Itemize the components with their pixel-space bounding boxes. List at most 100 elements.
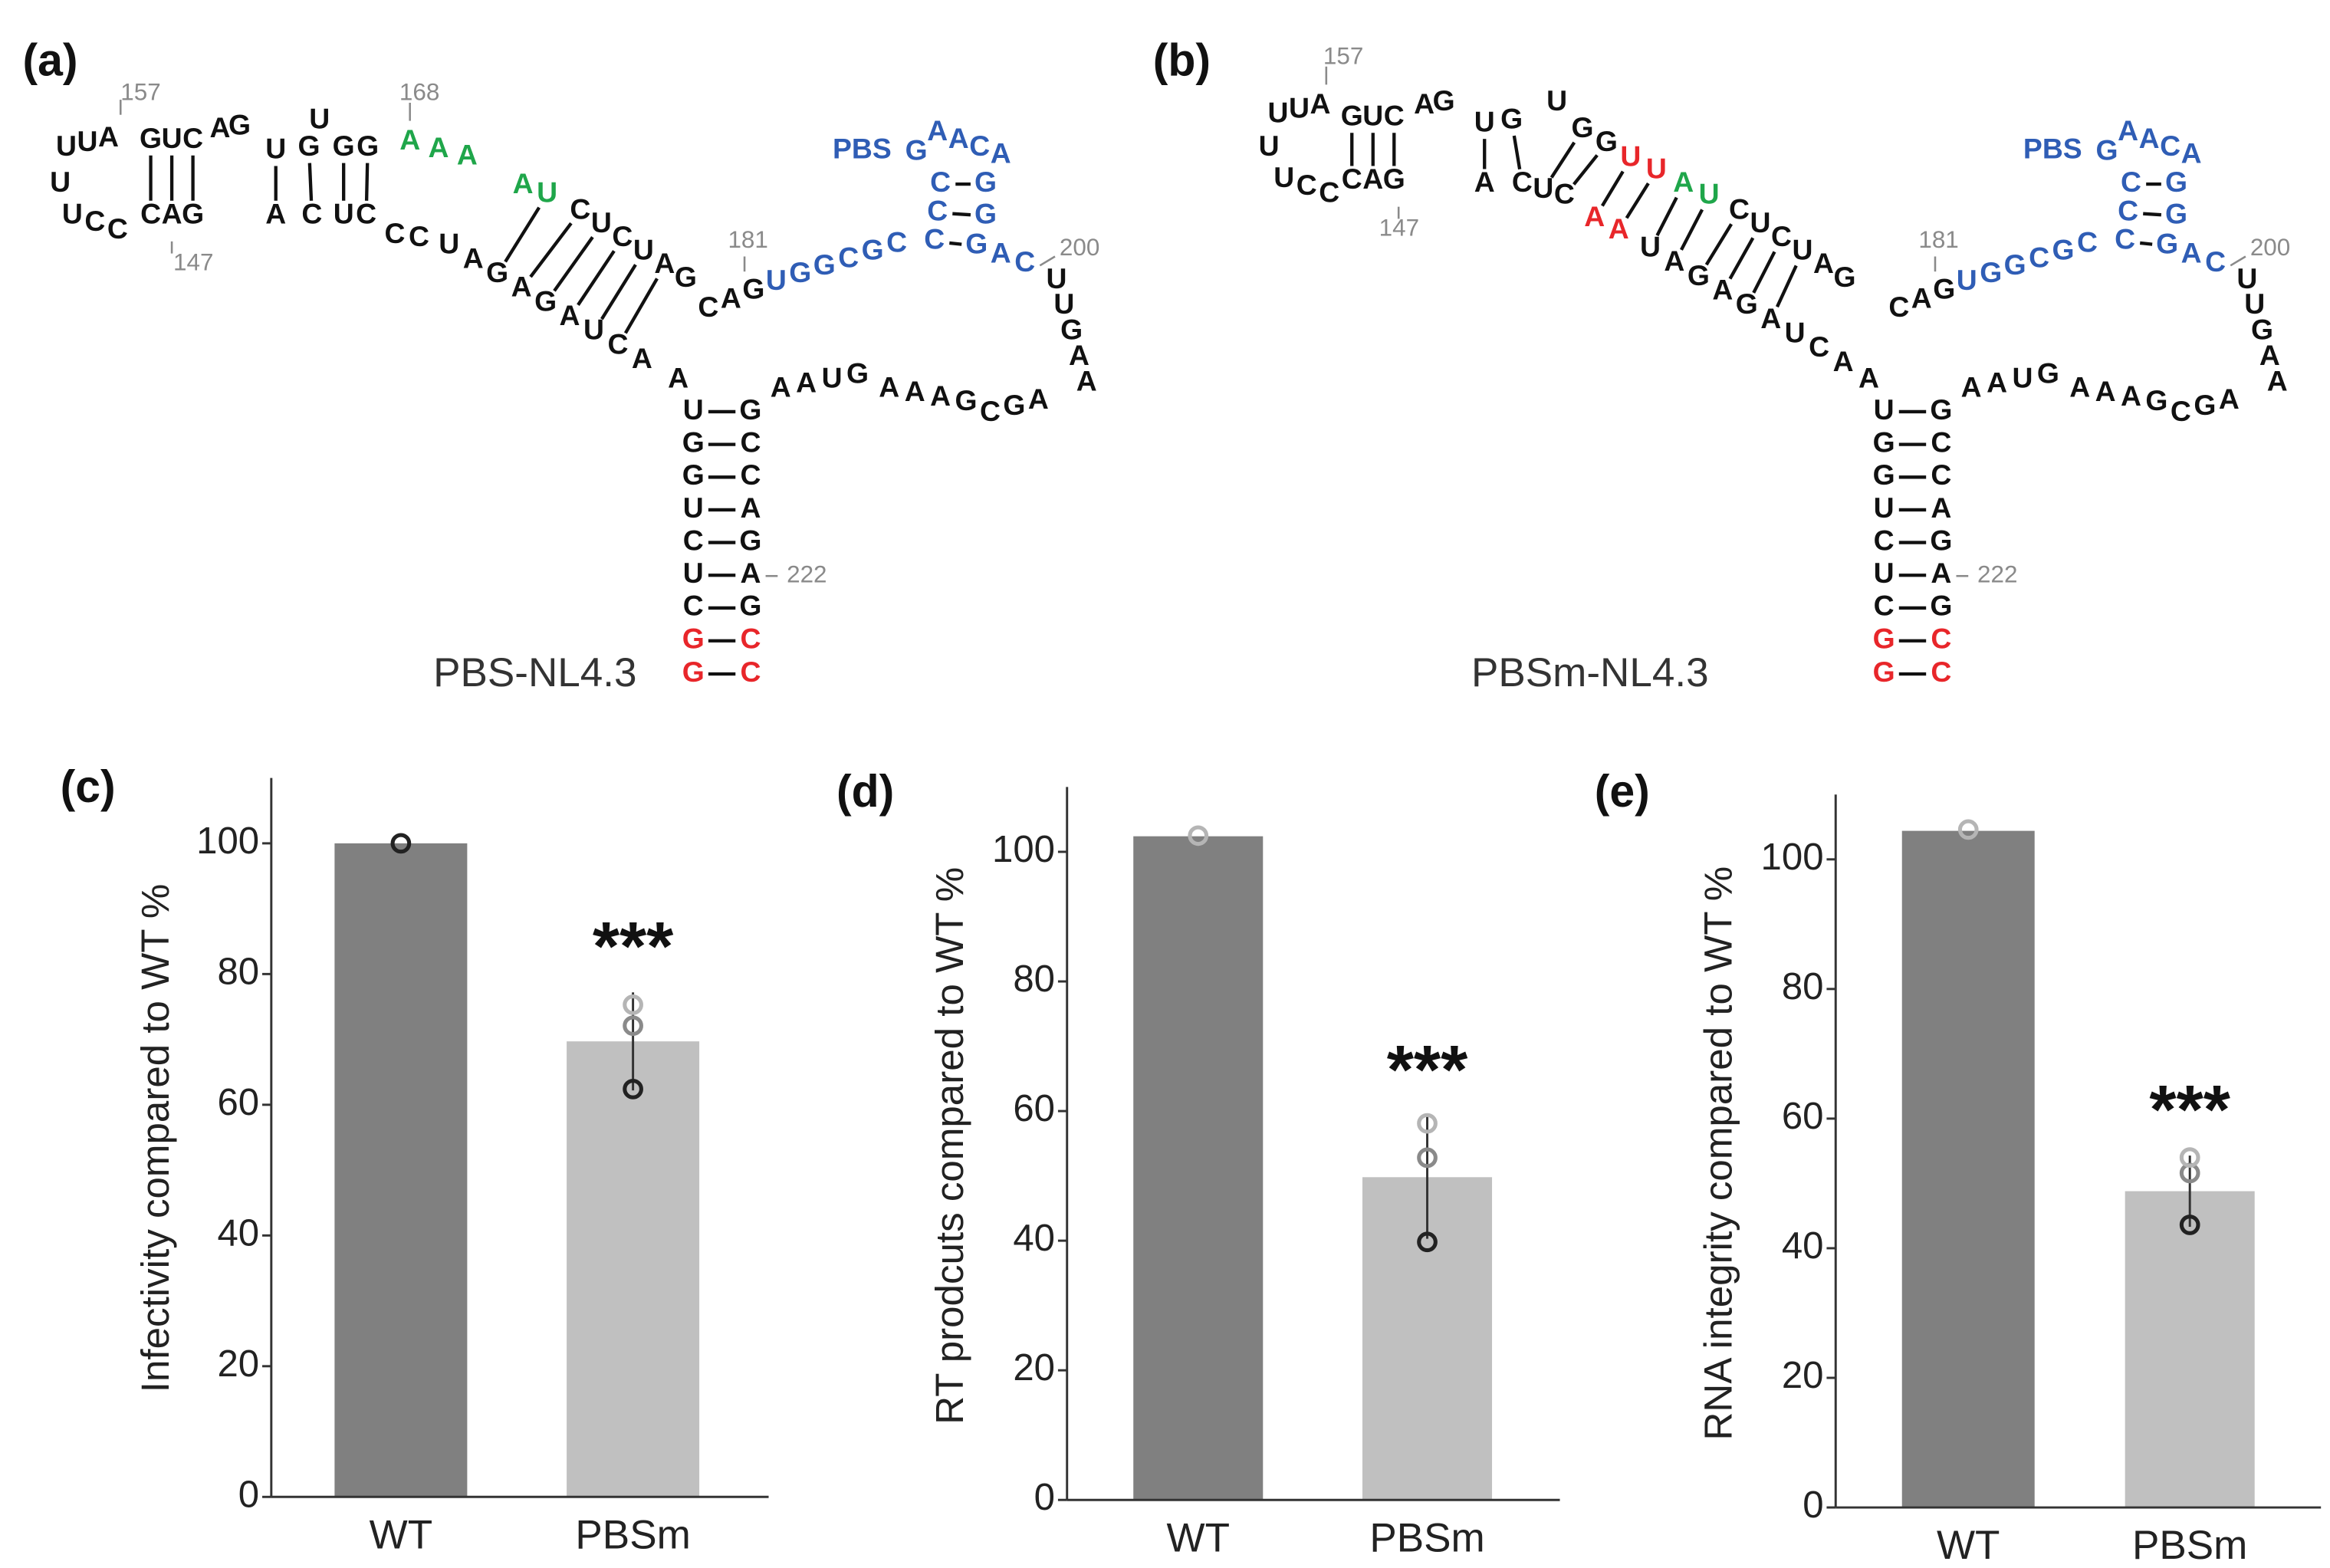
significance-label: *** (1387, 1031, 1468, 1109)
base-pair (1549, 141, 1576, 179)
nucleotides: UG (1474, 102, 1523, 137)
position-number: 181 (728, 226, 767, 253)
position-number: 168 (399, 79, 439, 106)
nucleotides: GCCAGAG (739, 393, 761, 622)
y-axis-label: RT prodcuts compared to WT % (928, 867, 971, 1425)
nucleotides: UCC (62, 197, 128, 245)
position-number: 200 (2250, 234, 2290, 261)
y-axis-label: Infectivity compared to WT % (133, 884, 177, 1393)
base-pair (1680, 209, 1704, 251)
panel-label: (e) (1595, 767, 1650, 817)
nucleotides: CAG (1888, 273, 1955, 324)
y-tick-label: 20 (1782, 1355, 1824, 1396)
y-axis-label: RNA integrity compared to WT % (1696, 866, 1740, 1441)
nucleotides: UGGUCUC (1873, 393, 1895, 622)
bar-chart: (c) Infectivity compared to WT % 0 20 40 60 80… (61, 762, 769, 1557)
bar (1901, 830, 2035, 1508)
panel-label: (b) (1153, 35, 1211, 85)
position-tick (2230, 255, 2246, 267)
bar-chart: (e) RNA integrity compared to WT % 0 20 40 60… (1595, 767, 2322, 1568)
y-tick-label: 40 (217, 1212, 259, 1254)
nucleotides: AG (1414, 84, 1455, 120)
bar (2125, 1191, 2255, 1508)
panel-label: (a) (22, 35, 77, 85)
nucleotides: UUGAA (2236, 262, 2287, 397)
nucleotides: UU (1620, 140, 1666, 185)
nucleotides: CAG (698, 273, 764, 324)
position-number: 147 (173, 249, 213, 276)
base-pair (623, 278, 659, 334)
y-tick-label: 60 (1782, 1096, 1824, 1137)
nucleotides: GUC (140, 122, 203, 154)
y-tick-label: 100 (1761, 837, 1824, 878)
data-point (1188, 825, 1209, 846)
nucleotides: AU (513, 167, 557, 209)
nucleotides: AG (210, 108, 251, 143)
y-tick-label: 80 (1782, 966, 1824, 1008)
base-pair (577, 250, 616, 306)
nucleotides: CGA (980, 383, 1049, 427)
base-pair (504, 206, 541, 263)
nucleotides: GG (682, 623, 705, 688)
position-number: 222 (1977, 561, 2017, 588)
nucleotides: AAAG (2069, 370, 2167, 416)
nucleotides: AAA (399, 123, 478, 171)
nucleotides: AC (265, 197, 322, 229)
y-tick-label: 20 (217, 1343, 259, 1385)
y-tick-label: 60 (217, 1082, 259, 1123)
data-point (623, 1015, 643, 1037)
base-pair (1728, 237, 1755, 280)
y-tick-label: 80 (1013, 958, 1055, 1000)
base-pair (1752, 251, 1776, 294)
bar (567, 1041, 700, 1497)
nucleotides: UG (265, 130, 320, 165)
y-tick-label: 60 (1013, 1088, 1055, 1129)
y-tick-label: 20 (1013, 1347, 1055, 1389)
bar-chart: (d) RT prodcuts compared to WT % 0 20 40 60 80… (836, 767, 1560, 1560)
nucleotides: U (1259, 130, 1280, 162)
nucleotides: AACA (2118, 114, 2202, 169)
data-point (623, 994, 643, 1015)
nucleotides: UC (334, 197, 376, 229)
nucleotides: GG (2165, 166, 2187, 229)
nucleotides: A (1858, 362, 1879, 394)
nucleotides: CAG (1342, 163, 1405, 195)
nucleotides: UGGCGC (1957, 226, 2098, 296)
panel-label: (c) (61, 762, 116, 812)
y-tick-label: 40 (1782, 1225, 1824, 1267)
nucleotides: GG (333, 130, 379, 162)
nucleotides: CCC (2115, 166, 2141, 255)
nucleotides: GAC (2156, 228, 2226, 278)
y-tick-label: 100 (196, 820, 259, 862)
base-pair (364, 163, 370, 201)
position-number: 181 (1918, 226, 1958, 253)
data-point (1417, 1113, 1438, 1134)
panel-label: (d) (836, 767, 894, 817)
nucleotides: GG (974, 166, 997, 229)
base-pair (2139, 241, 2153, 246)
y-tick-label: 0 (238, 1474, 259, 1515)
nucleotides: U (309, 102, 330, 134)
base-pair (1775, 265, 1798, 308)
y-tick-label: 0 (1803, 1484, 1823, 1526)
nucleotides: GG (1873, 623, 1895, 688)
position-number: 200 (1060, 234, 1099, 261)
base-pair (307, 163, 314, 201)
y-tick-label: 80 (217, 951, 259, 992)
nucleotides: UCC (1273, 161, 1339, 209)
data-point (623, 1079, 643, 1100)
base-pair (949, 241, 962, 246)
base-pair (2143, 212, 2162, 217)
region-label: PBS (833, 133, 892, 165)
nucleotides: A (668, 362, 688, 394)
bar (1133, 836, 1264, 1501)
nucleotides: UUA (1267, 87, 1330, 129)
nucleotides: GUC (1341, 100, 1405, 132)
structure-caption: PBS-NL4.3 (433, 650, 636, 695)
nucleotides: G (2096, 134, 2118, 166)
base-pair (1573, 154, 1599, 186)
base-pair (1600, 170, 1625, 207)
nucleotides: UGGUCUC (682, 393, 705, 622)
nucleotides: A (1474, 166, 1495, 198)
position-tick (1039, 255, 1056, 267)
